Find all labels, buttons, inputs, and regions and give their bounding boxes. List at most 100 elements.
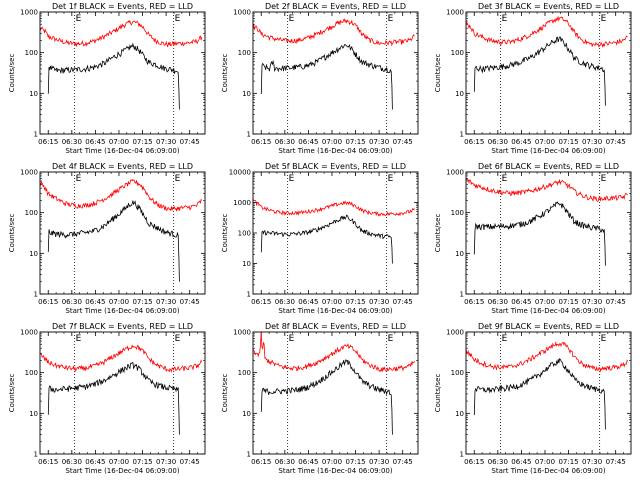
x-tick-label: 07:00 — [322, 458, 342, 466]
plot-frame — [465, 331, 632, 455]
panel-5: Det 5f BLACK = Events, RED = LLD Counts/s… — [221, 162, 419, 315]
x-axis-label: Start Time (16-Dec-04 06:09:00) — [65, 307, 179, 315]
vertical-marker-label: E — [502, 174, 508, 184]
x-tick-label: 06:15 — [38, 458, 58, 466]
series-line-black — [473, 201, 606, 266]
x-tick-label: 07:30 — [369, 298, 389, 306]
y-axis-label: Counts/sec — [8, 54, 16, 93]
panel-8: Det 8f BLACK = Events, RED = LLD Counts/s… — [221, 322, 419, 475]
x-tick-label: 07:30 — [369, 458, 389, 466]
panel-4: Det 4f BLACK = Events, RED = LLD Counts/s… — [8, 162, 206, 315]
x-tick-label: 07:45 — [393, 458, 413, 466]
x-tick-label: 07:45 — [606, 138, 626, 146]
y-tick-label: 1000 — [233, 9, 251, 17]
y-tick-label: 10 — [455, 250, 464, 258]
x-tick-label: 06:30 — [275, 458, 295, 466]
y-axis-label: Counts/sec — [434, 374, 442, 413]
x-tick-label: 07:00 — [322, 298, 342, 306]
x-tick-label: 06:30 — [488, 298, 508, 306]
x-tick-label: 06:45 — [298, 298, 318, 306]
x-tick-label: 07:30 — [156, 138, 176, 146]
plot-frame — [39, 11, 206, 135]
plot-frame — [252, 171, 419, 295]
series-line-red — [465, 341, 629, 373]
x-axis-label: Start Time (16-Dec-04 06:09:00) — [491, 147, 605, 155]
x-tick-label: 06:15 — [38, 298, 58, 306]
x-tick-label: 07:15 — [558, 138, 578, 146]
x-tick-label: 07:00 — [109, 298, 129, 306]
vertical-marker-label: E — [76, 14, 82, 24]
x-tick-label: 07:15 — [558, 458, 578, 466]
x-tick-label: 06:15 — [251, 298, 271, 306]
series-line-black — [47, 361, 180, 435]
x-tick-label: 07:15 — [345, 138, 365, 146]
vertical-marker-label: E — [289, 174, 295, 184]
y-tick-label: 100 — [25, 369, 38, 377]
y-tick-label: 1 — [460, 451, 464, 459]
plot-frame — [39, 171, 206, 295]
x-tick-label: 06:15 — [464, 138, 484, 146]
x-tick-label: 06:30 — [275, 298, 295, 306]
x-tick-label: 07:45 — [393, 298, 413, 306]
plot-frame — [465, 11, 632, 135]
vertical-marker-label: E — [601, 14, 607, 24]
series-line-red — [252, 199, 415, 217]
y-tick-label: 1000 — [233, 329, 251, 337]
x-tick-label: 07:00 — [322, 138, 342, 146]
y-tick-label: 1 — [460, 291, 464, 299]
y-tick-label: 10 — [29, 90, 38, 98]
plot-frame — [39, 331, 206, 455]
x-tick-label: 07:30 — [582, 458, 602, 466]
x-tick-label: 07:45 — [393, 138, 413, 146]
y-axis-label: Counts/sec — [221, 54, 229, 93]
panel-6: Det 6f BLACK = Events, RED = LLD Counts/s… — [434, 162, 632, 315]
x-tick-label: 06:45 — [511, 298, 531, 306]
x-tick-label: 06:30 — [62, 138, 82, 146]
x-axis-label: Start Time (16-Dec-04 06:09:00) — [278, 467, 392, 475]
x-tick-label: 06:45 — [511, 458, 531, 466]
x-axis-label: Start Time (16-Dec-04 06:09:00) — [278, 147, 392, 155]
series-line-red — [39, 344, 203, 373]
y-tick-label: 1 — [34, 131, 38, 139]
panel-title: Det 4f BLACK = Events, RED = LLD — [52, 162, 193, 171]
x-tick-label: 07:45 — [180, 138, 200, 146]
x-tick-label: 06:45 — [298, 458, 318, 466]
vertical-marker-label: E — [76, 334, 82, 344]
y-tick-label: 10000 — [229, 169, 251, 177]
panel-title: Det 7f BLACK = Events, RED = LLD — [52, 322, 193, 331]
y-tick-label: 1 — [247, 291, 251, 299]
y-tick-label: 100 — [25, 49, 38, 57]
x-tick-label: 07:15 — [132, 458, 152, 466]
vertical-marker-label: E — [289, 14, 295, 24]
vertical-marker-label: E — [289, 334, 295, 344]
x-tick-label: 07:30 — [582, 298, 602, 306]
panel-title: Det 3f BLACK = Events, RED = LLD — [478, 2, 619, 11]
x-axis-label: Start Time (16-Dec-04 06:09:00) — [491, 307, 605, 315]
y-tick-label: 100 — [238, 230, 251, 238]
x-tick-label: 06:30 — [488, 138, 508, 146]
x-tick-label: 06:15 — [38, 138, 58, 146]
y-tick-label: 1 — [34, 451, 38, 459]
vertical-marker-label: E — [175, 334, 181, 344]
x-tick-label: 07:15 — [132, 298, 152, 306]
x-tick-label: 06:30 — [62, 298, 82, 306]
panel-2: Det 2f BLACK = Events, RED = LLD Counts/s… — [221, 2, 419, 155]
x-tick-label: 07:45 — [606, 298, 626, 306]
y-tick-label: 1 — [247, 131, 251, 139]
panel-title: Det 1f BLACK = Events, RED = LLD — [52, 2, 193, 11]
x-tick-label: 06:45 — [298, 138, 318, 146]
y-tick-label: 1 — [247, 451, 251, 459]
x-tick-label: 06:45 — [85, 458, 105, 466]
x-tick-label: 06:30 — [62, 458, 82, 466]
panel-1: Det 1f BLACK = Events, RED = LLD Counts/s… — [8, 2, 206, 155]
x-tick-label: 07:45 — [606, 458, 626, 466]
y-tick-label: 10 — [455, 410, 464, 418]
x-tick-label: 06:15 — [464, 298, 484, 306]
series-line-red — [39, 19, 203, 48]
series-line-black — [47, 42, 180, 110]
x-tick-label: 07:00 — [109, 458, 129, 466]
y-tick-label: 1000 — [20, 169, 38, 177]
vertical-marker-label: E — [502, 334, 508, 344]
y-axis-label: Counts/sec — [221, 374, 229, 413]
panel-7: Det 7f BLACK = Events, RED = LLD Counts/s… — [8, 322, 206, 475]
